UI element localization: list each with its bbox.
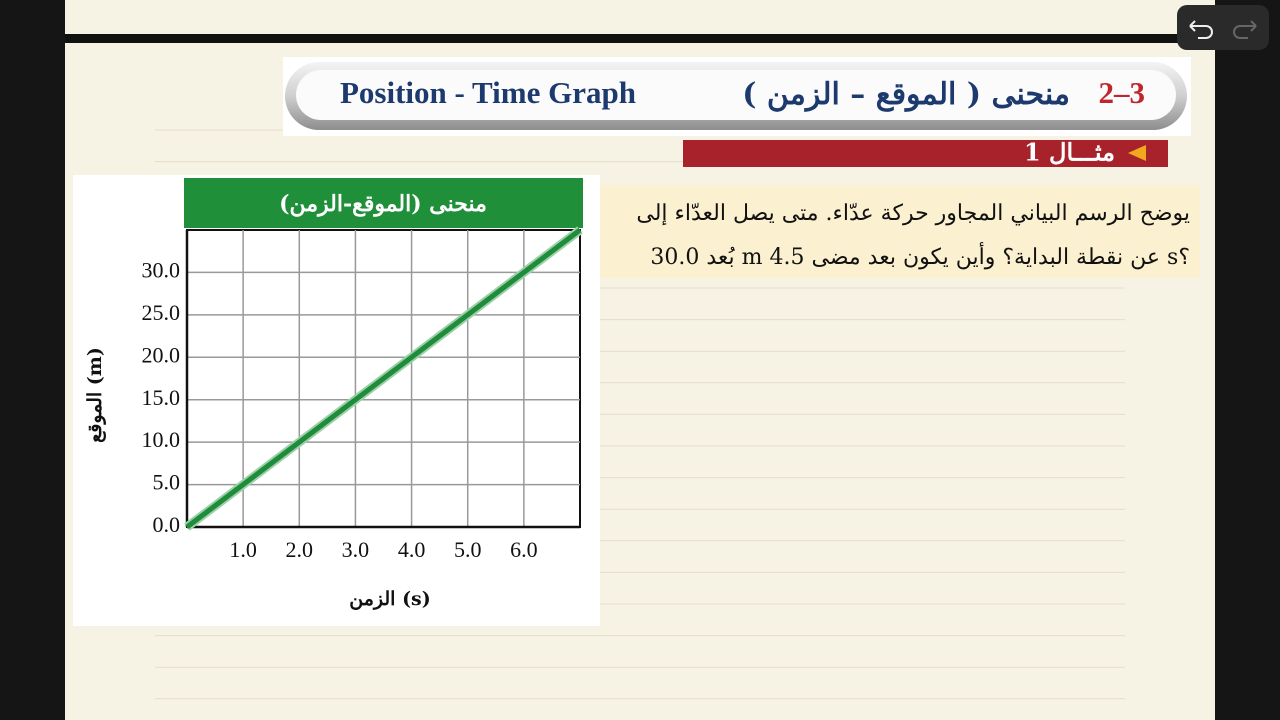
x-tick-label: 4.0	[398, 537, 426, 562]
arabic-title: منحنى ( الموقع – الزمن )	[742, 77, 1070, 112]
x-tick-label: 6.0	[510, 537, 538, 562]
example-bar	[683, 140, 1168, 167]
y-tick-label: 30.0	[142, 257, 181, 282]
top-bar	[65, 34, 1215, 43]
banner-inner	[296, 70, 1176, 120]
example-arrow	[1128, 145, 1146, 161]
question-box	[600, 185, 1200, 278]
example-label: مثـــال 1	[1024, 138, 1115, 167]
question-line: يوضح الرسم البياني المجاور حركة عدّاء. م…	[636, 201, 1190, 226]
x-tick-label: 2.0	[286, 537, 314, 562]
y-tick-label: 0.0	[153, 512, 181, 537]
chart-title-bg	[184, 178, 583, 228]
x-axis-label: الزمن (s)	[349, 588, 431, 610]
x-tick-label: 1.0	[229, 537, 257, 562]
question-line: بُعد 30.0 m عن نقطة البداية؟ وأين يكون ب…	[650, 241, 1190, 270]
y-tick-label: 5.0	[153, 470, 181, 495]
x-tick-label: 3.0	[342, 537, 370, 562]
y-axis-label: الموقع (m)	[84, 347, 106, 443]
y-tick-label: 10.0	[142, 427, 181, 452]
data-line	[185, 228, 582, 529]
y-tick-label: 20.0	[142, 342, 181, 367]
undo-button[interactable]	[1189, 20, 1213, 39]
english-title: Position - Time Graph	[340, 75, 636, 110]
y-tick-label: 25.0	[142, 300, 181, 325]
x-tick-label: 5.0	[454, 537, 482, 562]
y-tick-label: 15.0	[142, 385, 181, 410]
section-number: 2–3	[1099, 75, 1146, 110]
chart-title: منحنى (الموقع-الزمن)	[279, 191, 487, 217]
redo-button[interactable]	[1233, 20, 1257, 39]
